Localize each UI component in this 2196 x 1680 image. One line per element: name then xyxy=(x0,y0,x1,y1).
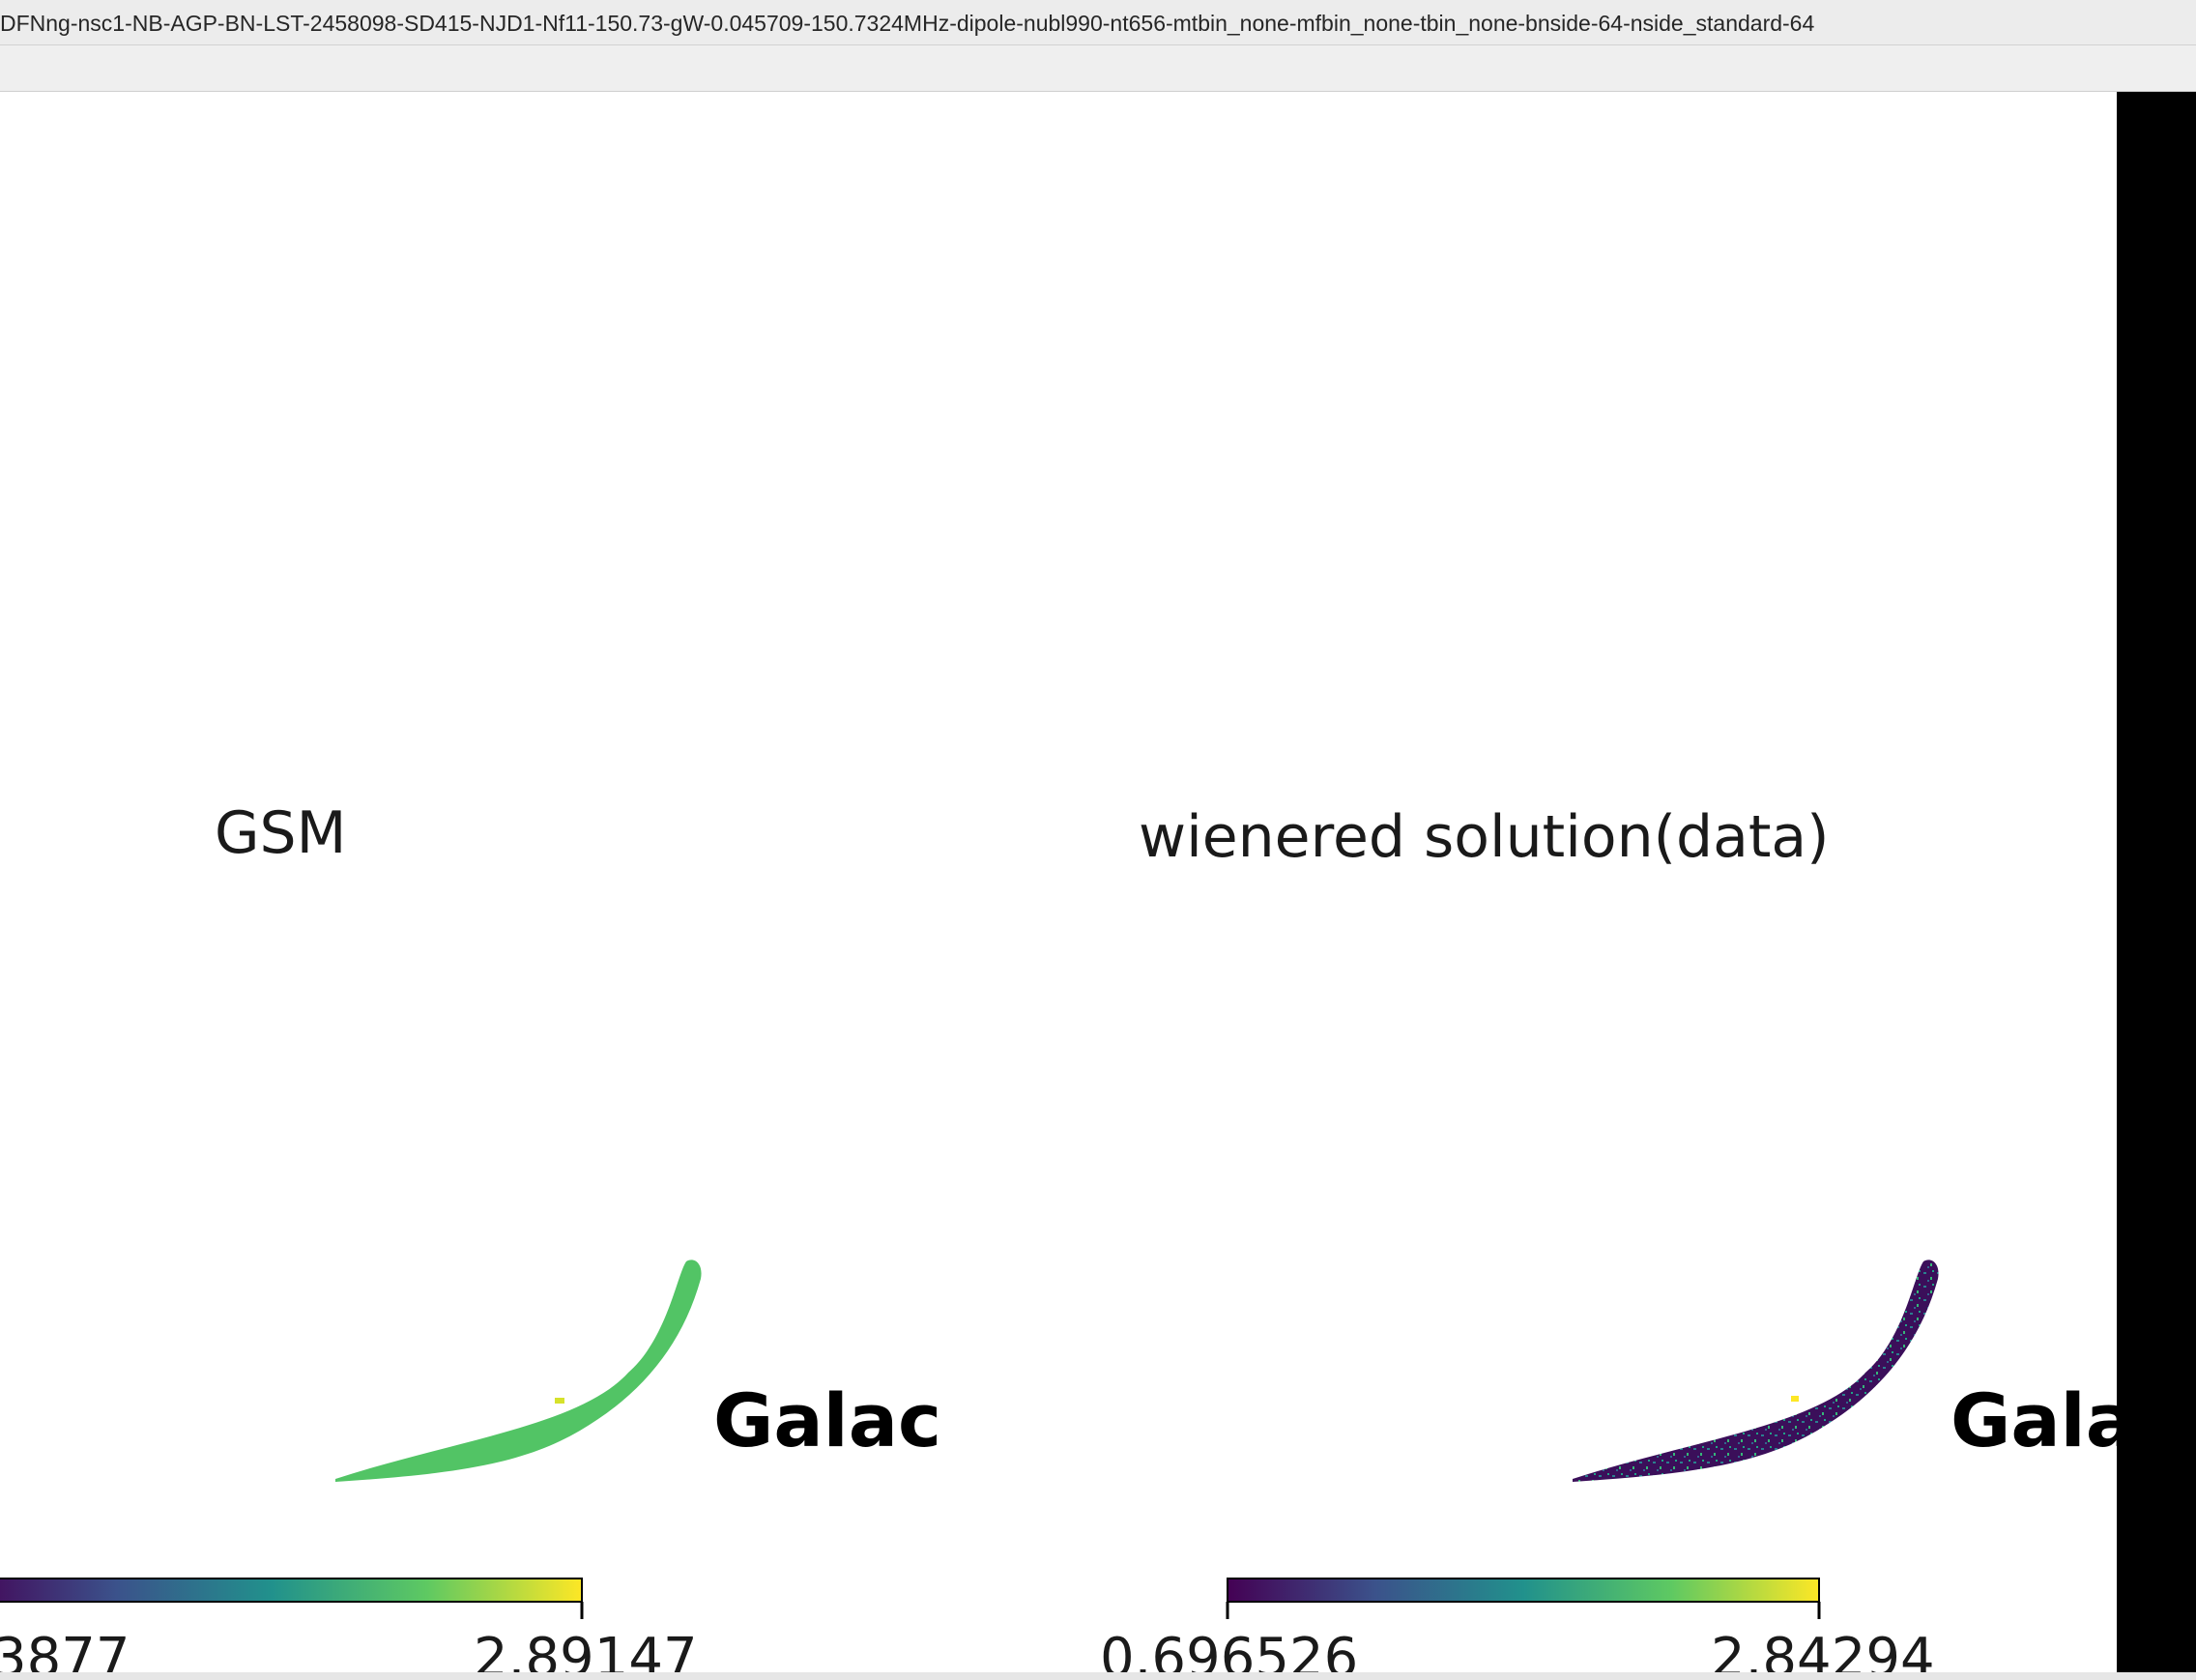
image-viewer: GSM wienered solution(data) Galac Gala 3… xyxy=(0,92,2117,1672)
solution-colorbar-max-label: 2.84294 xyxy=(1711,1627,1935,1672)
gsm-colorbar xyxy=(0,1578,583,1603)
black-side-panel xyxy=(2117,92,2196,1672)
gsm-colorbar-max-label: 2.89147 xyxy=(474,1627,698,1672)
gsm-side-label: Galac xyxy=(713,1377,938,1463)
solution-hotspot xyxy=(1791,1396,1799,1402)
viewer-toolbar xyxy=(0,45,2196,92)
gsm-hotspot xyxy=(555,1398,564,1404)
window-title-bar: DFNng-nsc1-NB-AGP-BN-LST-2458098-SD415-N… xyxy=(0,0,2196,45)
gsm-colorbar-min-label: 3877 xyxy=(0,1627,130,1672)
gsm-panel-title: GSM xyxy=(215,799,347,867)
bottom-edge-bar xyxy=(0,1672,2196,1680)
solution-side-label: Gala xyxy=(1950,1377,2117,1463)
gsm-sky-map xyxy=(335,1260,702,1482)
solution-panel-title: wienered solution(data) xyxy=(1139,803,1830,871)
solution-colorbar xyxy=(1227,1578,1820,1603)
solution-colorbar-min-label: 0.696526 xyxy=(1100,1627,1359,1672)
window-title: DFNng-nsc1-NB-AGP-BN-LST-2458098-SD415-N… xyxy=(0,11,1815,36)
figure-canvas xyxy=(0,1260,1939,1619)
solution-sky-map xyxy=(1573,1260,1939,1482)
